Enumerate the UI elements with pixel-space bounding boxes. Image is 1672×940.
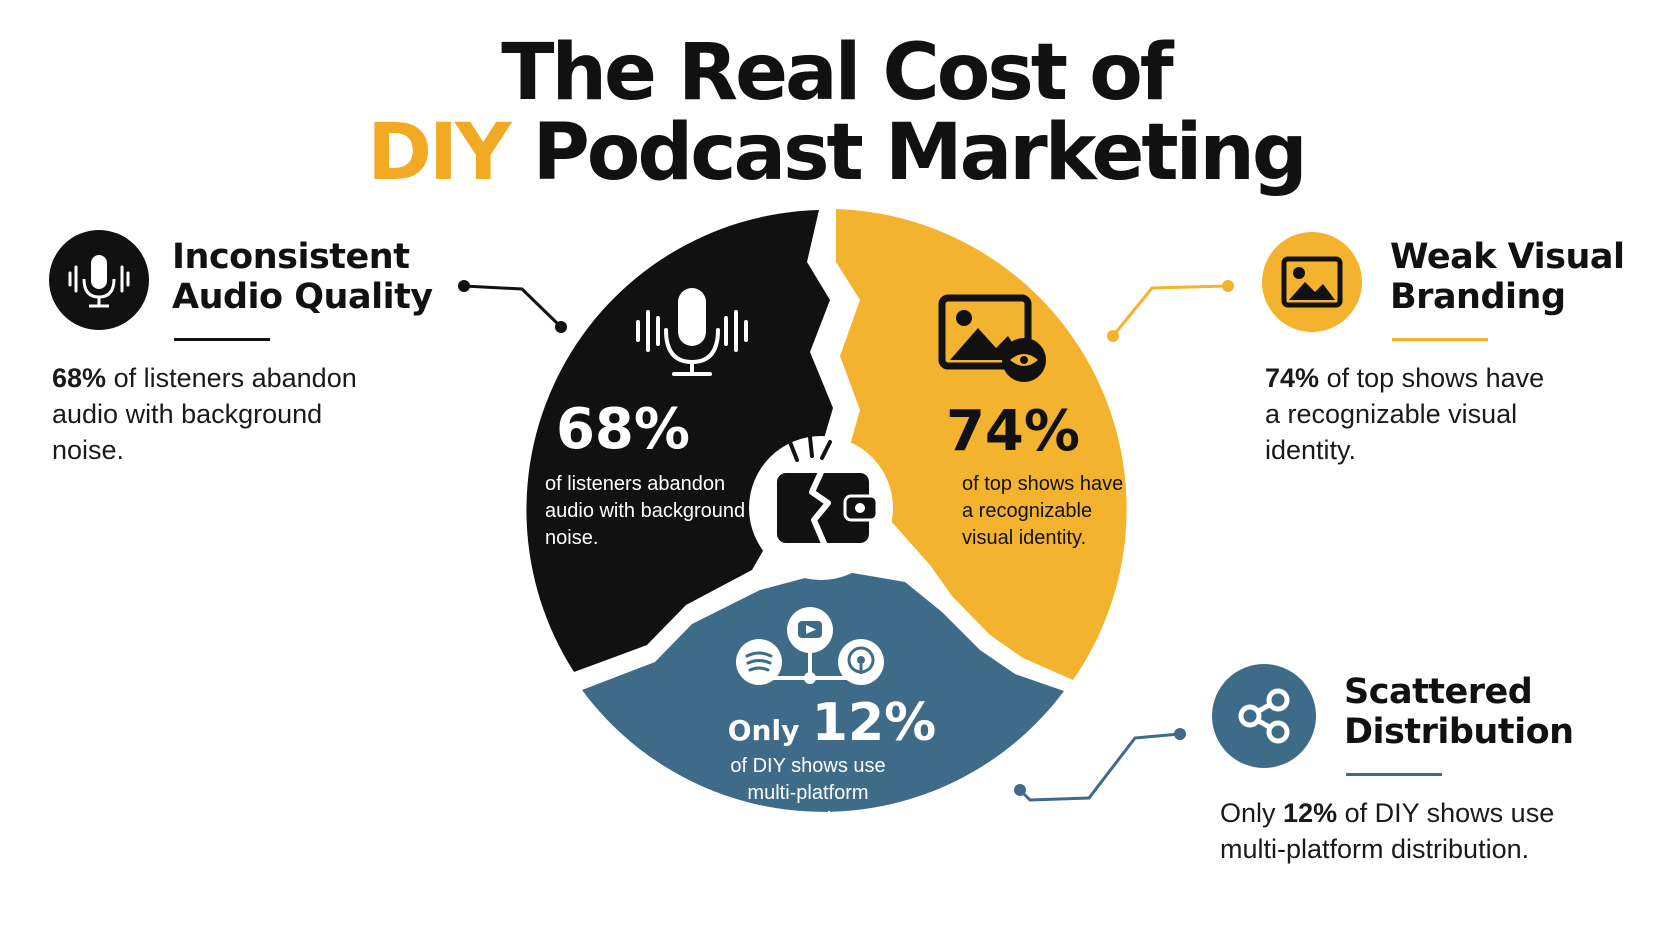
stat-value: 74% <box>1265 363 1320 393</box>
callout-audio-heading: Inconsistent Audio Quality <box>172 237 433 317</box>
audio-line-1: of listeners abandon <box>545 473 725 495</box>
connector-distribution <box>1014 728 1186 802</box>
heading-line: Scattered <box>1344 672 1533 712</box>
callout-distribution-text: Only 12% of DIY shows use multi-platform… <box>1220 795 1640 867</box>
stat-text: of listeners abandon <box>113 363 357 393</box>
heading-line: Distribution <box>1344 712 1574 752</box>
branding-percent: 74% <box>946 399 1080 464</box>
audio-line-3: noise. <box>545 527 598 549</box>
distribution-stat: Only 12% <box>728 693 937 753</box>
distribution-prefix: Only <box>728 714 800 747</box>
microphone-icon <box>68 255 130 308</box>
callout-distribution-icon <box>1212 664 1316 768</box>
heading-line: Audio Quality <box>172 277 433 317</box>
title-text: The Real Cost of <box>501 28 1174 118</box>
callout-distribution-underline <box>1346 773 1442 776</box>
distribution-percent: 12% <box>812 693 936 753</box>
callout-branding-underline <box>1392 338 1488 341</box>
broken-wallet-icon <box>777 435 879 550</box>
segment-distribution <box>582 570 1064 812</box>
connector-audio <box>458 280 567 333</box>
title-accent: DIY <box>367 108 511 198</box>
title-rest: Podcast Marketing <box>532 108 1308 198</box>
segment-branding <box>836 209 1127 680</box>
image-eye-icon <box>938 294 1046 382</box>
callout-audio-text: 68% of listeners abandon audio with back… <box>52 360 432 468</box>
stat-value: 12% <box>1283 798 1338 828</box>
connector-branding <box>1107 280 1234 342</box>
stat-text: noise. <box>52 435 125 465</box>
page-title-line-1: The Real Cost of <box>0 34 1672 112</box>
branding-line-1: of top shows have <box>962 473 1123 495</box>
heading-line: Weak Visual <box>1390 237 1625 277</box>
distribution-line-1: of DIY shows use <box>730 755 885 777</box>
audio-line-2: audio with background <box>545 500 745 522</box>
stat-text: multi-platform distribution. <box>1220 834 1530 864</box>
stat-text: audio with background <box>52 399 323 429</box>
stat-text: of DIY shows use <box>1344 798 1555 828</box>
share-icon <box>1238 688 1290 744</box>
callout-branding-icon <box>1262 232 1362 332</box>
stat-text: Only <box>1220 798 1276 828</box>
platforms-network-icon <box>736 607 884 685</box>
callout-branding-text: 74% of top shows have a recognizable vis… <box>1265 360 1645 468</box>
callout-audio-underline <box>174 338 270 341</box>
stat-text: of top shows have <box>1326 363 1545 393</box>
heading-line: Inconsistent <box>172 237 410 277</box>
page-title-line-2: DIY Podcast Marketing <box>0 114 1672 192</box>
callout-branding-heading: Weak Visual Branding <box>1390 237 1625 317</box>
segment-audio <box>526 210 833 672</box>
stat-value: 68% <box>52 363 107 393</box>
branding-line-3: visual identity. <box>962 527 1086 549</box>
heading-line: Branding <box>1390 277 1566 317</box>
stat-text: identity. <box>1265 435 1357 465</box>
branding-line-2: a recognizable <box>962 500 1092 522</box>
microphone-soundwave-icon <box>636 288 748 376</box>
callout-audio-icon <box>49 230 149 330</box>
audio-percent: 68% <box>556 397 690 462</box>
callout-distribution-heading: Scattered Distribution <box>1344 672 1574 752</box>
distribution-line-3: distribution. <box>757 809 859 831</box>
stat-text: a recognizable visual <box>1265 399 1518 429</box>
image-icon <box>1281 256 1343 308</box>
distribution-line-2: multi-platform <box>747 782 868 804</box>
